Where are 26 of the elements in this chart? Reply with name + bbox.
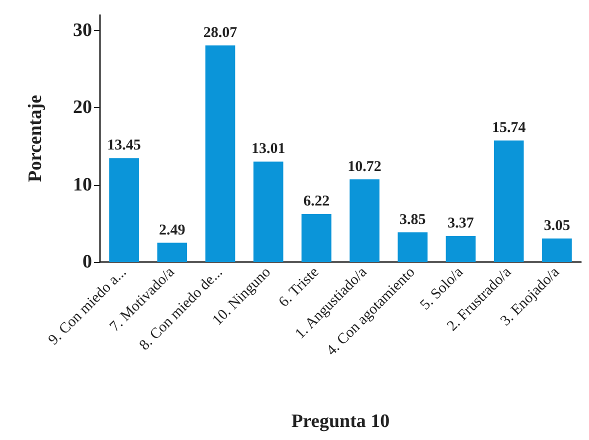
y-tick-label: 20 (73, 97, 92, 118)
data-label: 13.45 (107, 138, 141, 154)
y-tick-label: 10 (73, 174, 92, 196)
bar (157, 242, 188, 262)
y-tick-label: 0 (82, 252, 92, 272)
bar (253, 162, 284, 262)
data-label: 6.22 (303, 193, 330, 210)
data-label: 2.49 (159, 222, 186, 238)
bar (109, 158, 139, 262)
bar (494, 140, 524, 262)
data-label: 28.07 (203, 24, 238, 41)
bar (205, 45, 236, 262)
bar (446, 236, 476, 262)
data-label: 10.72 (348, 158, 382, 175)
data-label: 3.37 (448, 215, 474, 232)
data-label: 15.74 (492, 120, 526, 136)
bar (398, 232, 428, 262)
data-label: 3.85 (400, 212, 426, 228)
x-axis-title: Pregunta 10 (291, 411, 390, 432)
bar (302, 214, 332, 262)
y-tick-label: 30 (73, 20, 92, 41)
data-label: 13.01 (251, 141, 286, 158)
bar (542, 238, 572, 262)
y-axis-title: Porcentaje (25, 94, 46, 182)
bar (350, 179, 380, 262)
data-label: 3.05 (544, 218, 570, 234)
